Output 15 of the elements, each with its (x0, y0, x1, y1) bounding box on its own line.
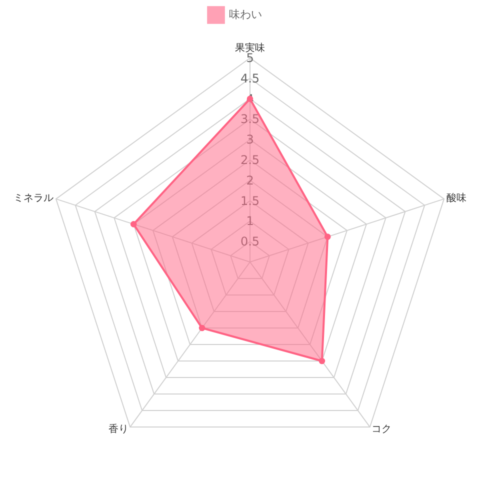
y-tick-label: 4.5 (240, 71, 260, 86)
y-tick-label: 3 (246, 132, 254, 147)
spoke-label: 香り (108, 423, 129, 436)
y-tick-label: 1 (246, 214, 254, 228)
spoke-label: コク (371, 424, 392, 436)
y-tick-label: 1.5 (240, 194, 260, 208)
spoke-label: 酸味 (446, 192, 466, 204)
legend-label: 味わい (229, 8, 262, 21)
spoke-label: ミネラル (14, 193, 54, 204)
y-tick-label: 2 (246, 173, 254, 188)
y-tick-label: 5 (246, 51, 254, 65)
y-tick-label: 0.5 (240, 234, 260, 249)
spoke-label: 果実味 (235, 42, 265, 54)
y-tick-label: 2.5 (240, 153, 260, 167)
y-tick-label: 3.5 (240, 112, 260, 126)
